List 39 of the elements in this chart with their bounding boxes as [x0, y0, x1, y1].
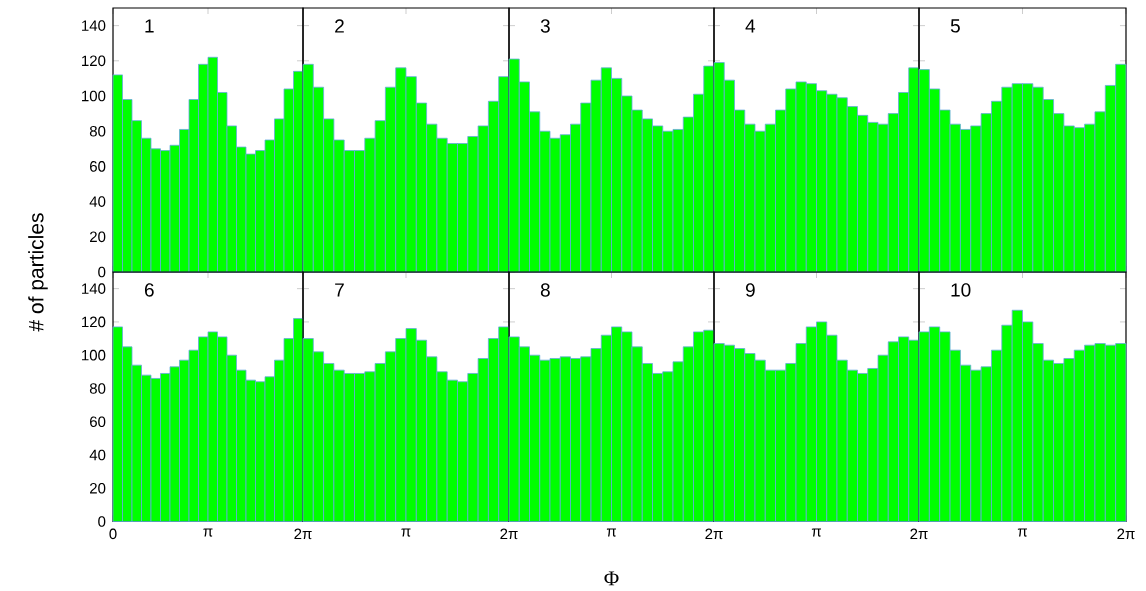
chart-title: 4: [745, 19, 756, 33]
y-tick-label: 20: [90, 482, 106, 494]
y-tick-label: 80: [89, 125, 106, 137]
y-tick-label: 100: [82, 349, 106, 361]
chart-title: 7: [335, 283, 344, 297]
y-axis-title: # of particles: [28, 213, 48, 332]
y-tick-label: 140: [82, 20, 106, 31]
x-tick-label: 2π: [705, 528, 723, 540]
y-tick-label: 40: [89, 449, 106, 461]
x-tick-label: π: [1017, 528, 1028, 537]
x-tick-label: 2π: [294, 528, 312, 540]
y-tick-label: 60: [90, 161, 106, 172]
y-tick-label: 0: [98, 266, 106, 278]
chart-title: 5: [950, 19, 960, 33]
y-tick-label: 120: [82, 55, 106, 67]
x-tick-label: π: [606, 528, 617, 537]
x-axis-title: Φ: [604, 571, 619, 586]
y-tick-label: 40: [89, 196, 106, 207]
chart-title: 9: [745, 283, 755, 297]
y-tick-label: 140: [82, 283, 106, 294]
y-tick-label: 20: [90, 231, 106, 243]
x-tick-label: π: [811, 528, 822, 537]
y-tick-label: 80: [89, 383, 106, 394]
y-tick-label: 60: [90, 416, 106, 428]
x-tick-label: 0: [109, 528, 117, 540]
y-tick-label: 120: [82, 316, 106, 328]
y-tick-label: 0: [98, 516, 106, 527]
chart-title: 8: [540, 283, 550, 297]
x-tick-label: 2π: [500, 528, 518, 540]
x-tick-label: 2π: [1117, 528, 1135, 540]
chart-title: 6: [144, 283, 154, 297]
x-tick-label: π: [203, 528, 213, 537]
chart-title: 2: [335, 19, 344, 33]
chart-title: 3: [540, 19, 550, 33]
chart-title: 1: [145, 19, 154, 33]
x-tick-label: π: [401, 528, 411, 537]
y-tick-label: 100: [82, 90, 106, 102]
x-tick-label: 2π: [910, 528, 928, 540]
chart-title: 10: [951, 283, 971, 297]
